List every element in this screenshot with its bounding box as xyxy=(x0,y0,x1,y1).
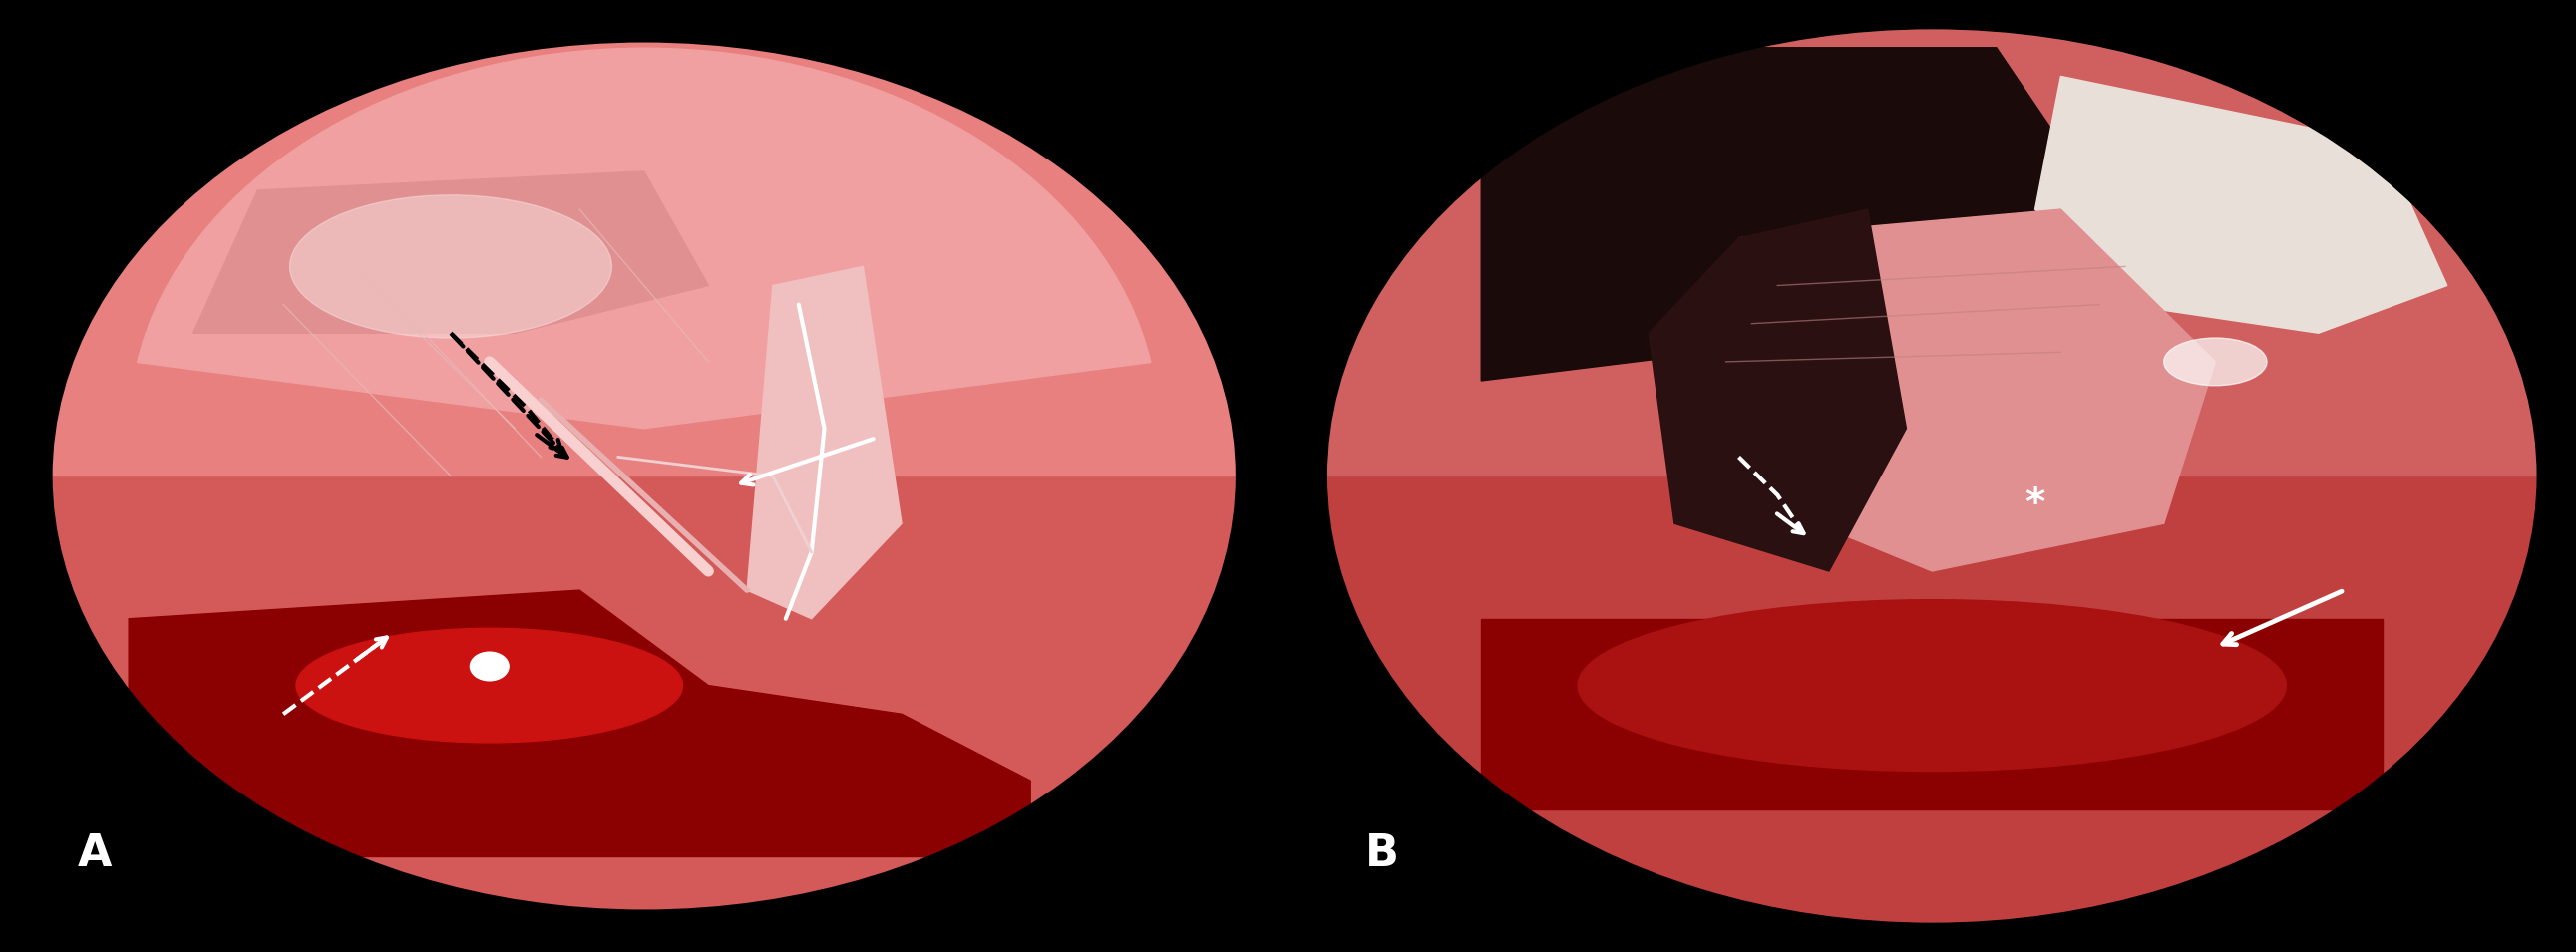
Wedge shape xyxy=(1327,29,2537,476)
Polygon shape xyxy=(747,267,902,619)
Wedge shape xyxy=(39,29,1249,476)
Ellipse shape xyxy=(2164,338,2267,386)
Polygon shape xyxy=(193,171,708,333)
Ellipse shape xyxy=(1577,600,2287,771)
Text: *: * xyxy=(2025,486,2045,524)
Wedge shape xyxy=(137,48,1151,428)
Polygon shape xyxy=(1649,209,1906,571)
Text: A: A xyxy=(77,832,111,875)
Polygon shape xyxy=(129,590,1030,857)
Text: B: B xyxy=(1365,832,1399,875)
Ellipse shape xyxy=(296,628,683,743)
Circle shape xyxy=(469,652,507,681)
Polygon shape xyxy=(1700,209,2215,571)
Circle shape xyxy=(1327,29,2537,923)
Polygon shape xyxy=(1481,48,2125,381)
Polygon shape xyxy=(1481,619,2383,809)
Circle shape xyxy=(39,29,1249,923)
Ellipse shape xyxy=(289,195,613,338)
Polygon shape xyxy=(2035,76,2447,333)
